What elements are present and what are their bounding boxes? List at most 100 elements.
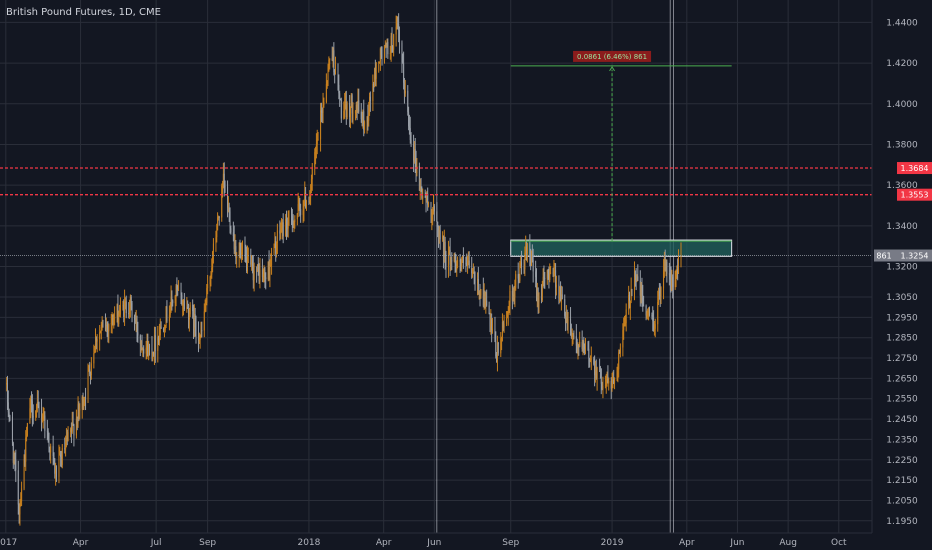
candle-body — [602, 385, 604, 389]
candle-body — [459, 260, 461, 262]
candle-body — [657, 301, 659, 325]
candle-body — [229, 211, 231, 229]
candle-body — [143, 349, 145, 354]
candle-body — [147, 340, 149, 357]
candle-body — [26, 435, 28, 438]
candle-body — [315, 144, 317, 148]
candle-body — [315, 147, 317, 153]
candle-body — [634, 270, 636, 278]
candle-body — [111, 314, 113, 324]
candle-body — [88, 369, 90, 371]
candle-body — [14, 458, 16, 461]
time-axis-panel[interactable] — [0, 533, 932, 550]
candle-body — [462, 256, 464, 263]
y-tick-label: 1.2150 — [886, 476, 918, 486]
candle-body — [286, 228, 288, 229]
candle-body — [479, 291, 481, 296]
candle-body — [85, 397, 87, 399]
candle-body — [169, 308, 171, 315]
candle-body — [608, 381, 610, 384]
candle-body — [21, 488, 23, 502]
candle-body — [352, 113, 354, 114]
candle-body — [425, 197, 427, 202]
candle-body — [285, 218, 287, 237]
candle-body — [437, 226, 439, 239]
y-axis-ticks: 1.4400 1.4200 1.4000 1.3800 1.3600 1.3400 1.32… — [886, 18, 918, 526]
candle-body — [236, 255, 238, 259]
candle-body — [392, 47, 394, 50]
candle-body — [26, 422, 28, 436]
candle-body — [628, 295, 630, 310]
candle-body — [503, 323, 505, 328]
candle-body — [553, 271, 555, 274]
candle-body — [322, 104, 324, 114]
candle-body — [611, 384, 613, 389]
candle-body — [462, 256, 464, 262]
y-tick-label: 1.4400 — [886, 18, 918, 28]
candle-body — [540, 296, 542, 300]
candle-body — [344, 102, 346, 105]
candle-body — [401, 42, 403, 63]
candle-body — [172, 300, 174, 304]
candle-body — [159, 326, 161, 336]
candle-body — [70, 429, 72, 432]
x-tick-label: Jul — [150, 538, 162, 548]
candle-body — [273, 247, 275, 254]
candle-body — [537, 287, 539, 303]
candle-body — [50, 446, 52, 453]
candle-body — [87, 370, 89, 399]
candle-body — [506, 317, 508, 324]
candle-body — [251, 261, 253, 265]
candle-body — [76, 419, 78, 424]
candle-body — [276, 230, 278, 243]
candle-body — [428, 202, 430, 205]
candle-body — [636, 276, 638, 281]
candle-body — [345, 102, 347, 117]
candle-body — [281, 222, 283, 229]
candle-body — [454, 253, 456, 264]
candle-body — [43, 415, 45, 418]
candle-body — [299, 203, 301, 209]
candle-body — [389, 53, 391, 55]
candle-body — [455, 263, 457, 271]
price-axis-panel[interactable] — [872, 0, 932, 550]
candle-body — [304, 192, 306, 204]
candle-body — [372, 83, 374, 101]
candle-body — [350, 95, 352, 107]
candle-body — [381, 54, 383, 58]
candle-body — [241, 252, 243, 254]
candle-body — [675, 278, 677, 281]
resistance-price-label: 1.3553 — [901, 191, 929, 200]
candle-body — [300, 208, 302, 215]
candle-body — [15, 460, 17, 471]
x-tick-label: Sep — [502, 538, 519, 548]
candle-body — [373, 83, 375, 87]
candle-body — [258, 269, 260, 282]
candle-body — [604, 385, 606, 387]
candle-body — [240, 252, 242, 254]
candle-body — [183, 300, 185, 305]
candle-body — [530, 256, 532, 265]
candle-body — [193, 311, 195, 329]
candle-body — [560, 286, 562, 301]
candle-body — [363, 111, 365, 131]
candle-body — [215, 237, 217, 244]
candle-body — [38, 405, 40, 411]
candle-body — [122, 305, 124, 307]
candle-body — [398, 30, 400, 43]
chart-title: British Pound Futures, 1D, CME — [6, 7, 161, 18]
candle-body — [424, 196, 426, 198]
candle-body — [70, 429, 72, 433]
candle-body — [369, 96, 371, 114]
candle-body — [302, 210, 304, 215]
candle-body — [601, 383, 603, 389]
candle-body — [212, 243, 214, 253]
candle-body — [564, 299, 566, 316]
candle-body — [171, 296, 173, 301]
candle-body — [541, 285, 543, 300]
candle-body — [529, 243, 531, 257]
candle-body — [158, 335, 160, 342]
candle-body — [230, 228, 232, 233]
candle-body — [280, 230, 282, 234]
